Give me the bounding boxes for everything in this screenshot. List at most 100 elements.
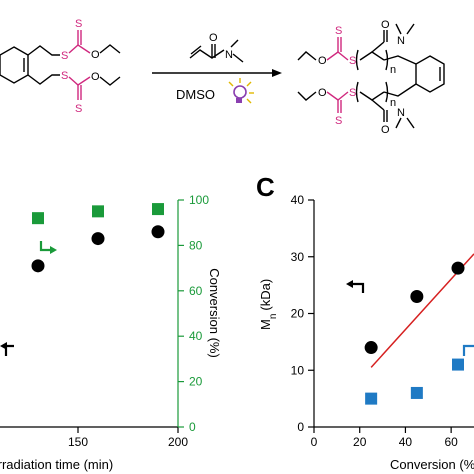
panel-c-y-axis-title: Mn (kDa)	[258, 279, 279, 330]
panel-c-chart: C 0 10 20 30 40 0 20 40 60 Mn (kDa) Conversion (…	[256, 172, 474, 472]
product-upper-repeat	[359, 51, 385, 61]
panel-c-x-tick-label: 0	[311, 435, 318, 449]
panel-b-right-y-tick-label: 80	[189, 238, 203, 252]
cta-upper-thione-sulfur: S	[75, 18, 82, 30]
product-upper-repeat-n: n	[390, 64, 396, 76]
product-lower-repeat	[359, 91, 385, 101]
light-bulb-icon	[228, 78, 254, 104]
panel-b-right-y-ticks: 0 20 40 60 80 100	[178, 193, 209, 434]
panel-c-y-ticks: 0 10 20 30 40	[291, 193, 314, 434]
panel-b-conversion-point	[92, 205, 104, 218]
panel-c-x-tick-label: 20	[353, 435, 367, 449]
panel-c-mn-arrow-icon	[352, 282, 365, 293]
product-upper-n-methyl-2	[406, 23, 415, 35]
product-lower-carbonyl-oxygen: O	[381, 124, 390, 136]
panel-c-x-ticks: 0 20 40 60	[311, 427, 458, 449]
panel-b-x-axis-title: Irradiation time (min)	[0, 457, 113, 472]
monomer-backbone	[189, 49, 225, 59]
panel-c-dispersity-point	[365, 392, 378, 405]
cta-lower-xanthate	[68, 76, 91, 86]
product-upper-bracket-left	[355, 49, 359, 71]
product-upper-n-methyl-1	[395, 23, 402, 35]
panel-c-data-marks	[364, 261, 465, 405]
panel-c-y-tick-label: 0	[297, 420, 304, 434]
cta-lower-ethyl	[99, 76, 121, 86]
cta-lower-arm	[27, 74, 60, 85]
monomer-methyl-1	[230, 39, 239, 48]
panel-b-x-ticks: 100150200	[68, 427, 188, 449]
reaction-arrow-head	[272, 69, 282, 77]
cta-upper-arm	[27, 45, 60, 56]
panel-c-mn-arrowhead	[346, 280, 353, 288]
product-lower-bracket-right	[385, 81, 389, 103]
product-lower-sulfur: S	[349, 87, 356, 99]
panel-b-x-tick-label: 200	[168, 435, 188, 449]
cta-lower-sulfur: S	[61, 70, 68, 82]
product-upper-oxygen: O	[318, 55, 327, 67]
panel-c-dispersity-arrow-icon	[462, 344, 474, 356]
panel-b-right-y-tick-label: 100	[189, 193, 209, 207]
product-upper-ethyl	[297, 51, 317, 61]
reaction-scheme: S S O S S O O N DMSO	[0, 18, 445, 136]
product-lower-thione-sulfur: S	[335, 115, 342, 127]
cta-upper-oxygen: O	[91, 49, 100, 61]
panel-c-y-axis-title-main: M	[258, 319, 273, 330]
product-upper-thione-sulfur: S	[335, 25, 342, 37]
product-lower-xanthate	[326, 91, 349, 101]
panel-c-y-axis-title-unit: (kDa)	[258, 279, 273, 311]
panel-c-y-tick-label: 10	[291, 363, 305, 377]
product-lower-n-methyl-1	[395, 117, 402, 129]
cta-lower-thione-sulfur: S	[75, 103, 82, 115]
panel-c-y-tick-label: 20	[291, 307, 305, 321]
panel-c-letter: C	[256, 172, 275, 202]
product-upper-carbonyl-oxygen: O	[381, 19, 390, 31]
panel-b-mn-point	[31, 259, 45, 273]
monomer-oxygen: O	[209, 32, 218, 44]
product-upper-side-chain	[371, 41, 385, 53]
panel-b-mn-point	[91, 232, 105, 246]
panel-b-mn-point	[151, 225, 165, 239]
panel-c-y-tick-label: 30	[291, 250, 305, 264]
monomer-methyl-2	[232, 53, 244, 63]
product-lower-ethyl	[297, 91, 317, 101]
product-lower-side-chain	[371, 99, 385, 111]
monomer-vinyl-double-bond	[190, 45, 202, 55]
solvent-label: DMSO	[176, 87, 215, 102]
product-lower-oxygen: O	[318, 87, 327, 99]
panel-b-right-y-tick-label: 60	[189, 284, 203, 298]
panel-c-y-axis-title-sub: n	[268, 314, 279, 320]
product-upper-linker	[383, 55, 417, 65]
panel-c-y-tick-label: 40	[291, 193, 305, 207]
product-upper-bracket-right	[385, 49, 389, 71]
product-upper-sulfur: S	[349, 55, 356, 67]
panel-c-x-tick-label: 40	[399, 435, 413, 449]
panel-c-x-tick-label: 60	[444, 435, 458, 449]
panel-b-conversion-point	[152, 203, 164, 216]
panel-b-right-y-tick-label: 40	[189, 329, 203, 343]
panel-c-x-axis-title: Conversion (%)	[390, 457, 474, 472]
cta-lower-oxygen: O	[91, 71, 100, 83]
panel-b-x-tick-label: 150	[68, 435, 88, 449]
panel-b-mn-arrow-icon	[4, 344, 14, 356]
panel-c-mn-point	[410, 289, 424, 303]
cta-upper-xanthate	[68, 44, 91, 54]
panel-c-dispersity-point	[452, 358, 464, 371]
panel-b-conversion-point	[32, 212, 44, 225]
product-lower-bracket-left	[355, 81, 359, 103]
panel-c-mn-point	[364, 341, 378, 355]
cta-upper-ethyl	[99, 44, 121, 54]
panel-c-mn-point	[451, 261, 465, 275]
product-upper-nitrogen: N	[397, 35, 405, 47]
panel-b-right-y-tick-label: 0	[189, 420, 196, 434]
product-upper-xanthate	[326, 51, 349, 61]
panel-b-right-y-axis-title: Conversion (%)	[207, 268, 222, 358]
panel-b-conversion-arrowhead	[50, 246, 57, 254]
panel-b-mn-arrowhead	[0, 342, 7, 350]
panel-b-right-y-tick-label: 20	[189, 375, 203, 389]
panel-c-dispersity-point	[410, 386, 423, 399]
product-lower-linker	[383, 83, 417, 97]
product-lower-nitrogen: N	[397, 107, 405, 119]
panel-b-conversion-arrow-icon	[39, 241, 51, 252]
